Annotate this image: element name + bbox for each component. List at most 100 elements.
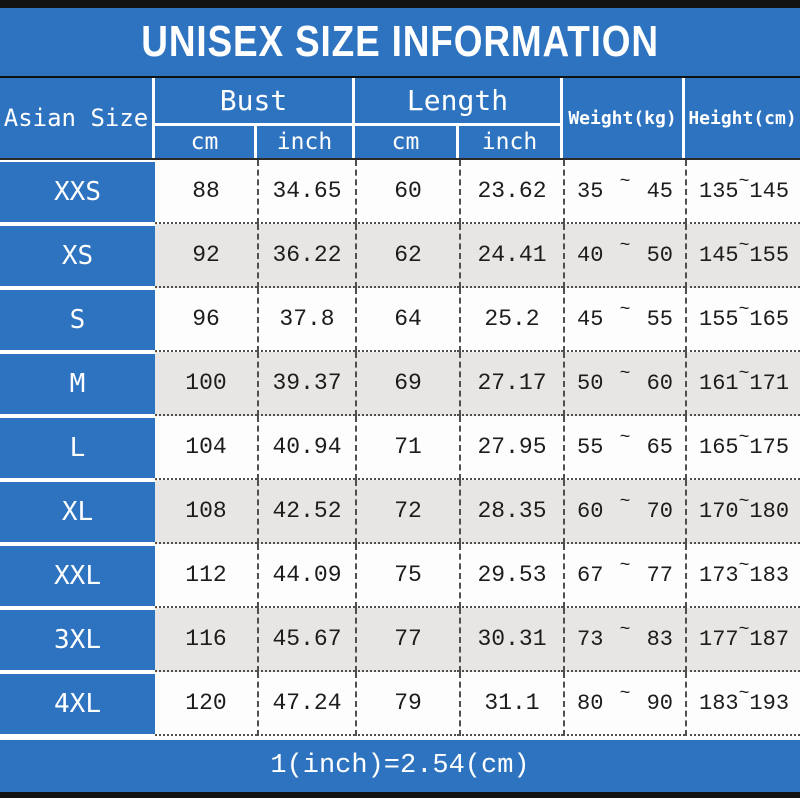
- top-black-bar: [0, 0, 800, 8]
- weight-min: 55: [577, 434, 604, 460]
- tilde-glyph: ~: [619, 556, 631, 576]
- bust-inch-value: 42.52: [257, 480, 355, 544]
- header-weight-kg: Weight(kg): [563, 78, 685, 158]
- height-range: 173 ~ 183: [685, 544, 800, 608]
- length-inch-value: 25.2: [459, 288, 563, 352]
- weight-min: 67: [577, 562, 604, 588]
- page-title: UNISEX SIZE INFORMATION: [141, 17, 659, 66]
- body-footer-gap: [0, 736, 800, 740]
- bust-cm-value: 108: [155, 480, 257, 544]
- bust-inch-value: 36.22: [257, 224, 355, 288]
- bottom-black-bar: [0, 792, 800, 798]
- height-max: 180: [749, 498, 790, 524]
- height-min: 161: [699, 370, 739, 396]
- weight-range: 50 ~ 60: [563, 352, 685, 416]
- height-max: 193: [749, 690, 790, 716]
- height-range: 177 ~ 187: [685, 608, 800, 672]
- weight-range: 73 ~ 83: [563, 608, 685, 672]
- weight-range: 67 ~ 77: [563, 544, 685, 608]
- weight-max: 60: [646, 370, 673, 396]
- length-cm-value: 62: [355, 224, 459, 288]
- size-label: L: [0, 416, 155, 480]
- header-height-cm: Height(cm): [685, 78, 800, 158]
- length-cm-value: 77: [355, 608, 459, 672]
- length-cm-value: 60: [355, 160, 459, 224]
- tilde-glyph: ~: [738, 300, 750, 320]
- length-inch-value: 29.53: [459, 544, 563, 608]
- table-row: L 104 40.94 71 27.95 55 ~ 65 165 ~ 175: [0, 416, 800, 480]
- height-min: 183: [699, 690, 739, 716]
- header-bust-inch: inch: [257, 123, 355, 158]
- tilde-glyph: ~: [619, 364, 631, 384]
- table-body: XXS 88 34.65 60 23.62 35 ~ 45 135 ~ 145 …: [0, 160, 800, 736]
- length-inch-value: 30.31: [459, 608, 563, 672]
- weight-range: 55 ~ 65: [563, 416, 685, 480]
- size-label: 3XL: [0, 608, 155, 672]
- height-range: 170 ~ 180: [685, 480, 800, 544]
- tilde-glyph: ~: [738, 428, 750, 448]
- tilde-glyph: ~: [738, 556, 750, 576]
- header-length-cm: cm: [355, 123, 459, 158]
- bust-inch-value: 47.24: [257, 672, 355, 736]
- height-min: 173: [699, 562, 739, 588]
- tilde-glyph: ~: [619, 684, 631, 704]
- weight-min: 60: [577, 498, 604, 524]
- weight-range: 80 ~ 90: [563, 672, 685, 736]
- weight-range: 35 ~ 45: [563, 160, 685, 224]
- header-bust-cm: cm: [155, 123, 257, 158]
- size-label: XXS: [0, 160, 155, 224]
- bust-cm-value: 88: [155, 160, 257, 224]
- height-range: 155 ~ 165: [685, 288, 800, 352]
- tilde-glyph: ~: [619, 300, 631, 320]
- table-row: S 96 37.8 64 25.2 45 ~ 55 155 ~ 165: [0, 288, 800, 352]
- weight-min: 40: [577, 242, 604, 268]
- weight-min: 50: [577, 370, 604, 396]
- bust-inch-value: 39.37: [257, 352, 355, 416]
- height-min: 165: [699, 434, 739, 460]
- length-cm-value: 75: [355, 544, 459, 608]
- tilde-glyph: ~: [619, 236, 631, 256]
- header-length-inch: inch: [459, 123, 563, 158]
- height-min: 177: [699, 626, 739, 652]
- tilde-glyph: ~: [619, 492, 631, 512]
- title-band: UNISEX SIZE INFORMATION: [0, 8, 800, 78]
- length-inch-value: 31.1: [459, 672, 563, 736]
- tilde-glyph: ~: [738, 364, 750, 384]
- height-max: 183: [749, 562, 790, 588]
- weight-range: 45 ~ 55: [563, 288, 685, 352]
- length-cm-value: 64: [355, 288, 459, 352]
- weight-max: 55: [646, 306, 673, 332]
- bust-cm-value: 104: [155, 416, 257, 480]
- height-max: 171: [749, 370, 790, 396]
- table-row: XL 108 42.52 72 28.35 60 ~ 70 170 ~ 180: [0, 480, 800, 544]
- height-range: 135 ~ 145: [685, 160, 800, 224]
- length-cm-value: 71: [355, 416, 459, 480]
- tilde-glyph: ~: [619, 172, 631, 192]
- bust-cm-value: 116: [155, 608, 257, 672]
- weight-min: 45: [577, 306, 604, 332]
- header-length: Length: [355, 78, 563, 123]
- tilde-glyph: ~: [738, 620, 750, 640]
- length-inch-value: 28.35: [459, 480, 563, 544]
- tilde-glyph: ~: [738, 684, 750, 704]
- table-row: XXL 112 44.09 75 29.53 67 ~ 77 173 ~ 183: [0, 544, 800, 608]
- height-range: 165 ~ 175: [685, 416, 800, 480]
- height-range: 145 ~ 155: [685, 224, 800, 288]
- header-asian-size: Asian Size: [0, 78, 155, 158]
- table-row: 4XL 120 47.24 79 31.1 80 ~ 90 183 ~ 193: [0, 672, 800, 736]
- height-min: 155: [699, 306, 739, 332]
- size-label: 4XL: [0, 672, 155, 736]
- height-max: 155: [749, 242, 790, 268]
- length-cm-value: 69: [355, 352, 459, 416]
- bust-inch-value: 34.65: [257, 160, 355, 224]
- tilde-glyph: ~: [738, 492, 750, 512]
- conversion-note: 1(inch)=2.54(cm): [270, 751, 530, 781]
- length-cm-value: 79: [355, 672, 459, 736]
- size-label: S: [0, 288, 155, 352]
- weight-min: 80: [577, 690, 604, 716]
- weight-max: 50: [646, 242, 673, 268]
- height-min: 135: [699, 178, 739, 204]
- table-row: M 100 39.37 69 27.17 50 ~ 60 161 ~ 171: [0, 352, 800, 416]
- bust-cm-value: 120: [155, 672, 257, 736]
